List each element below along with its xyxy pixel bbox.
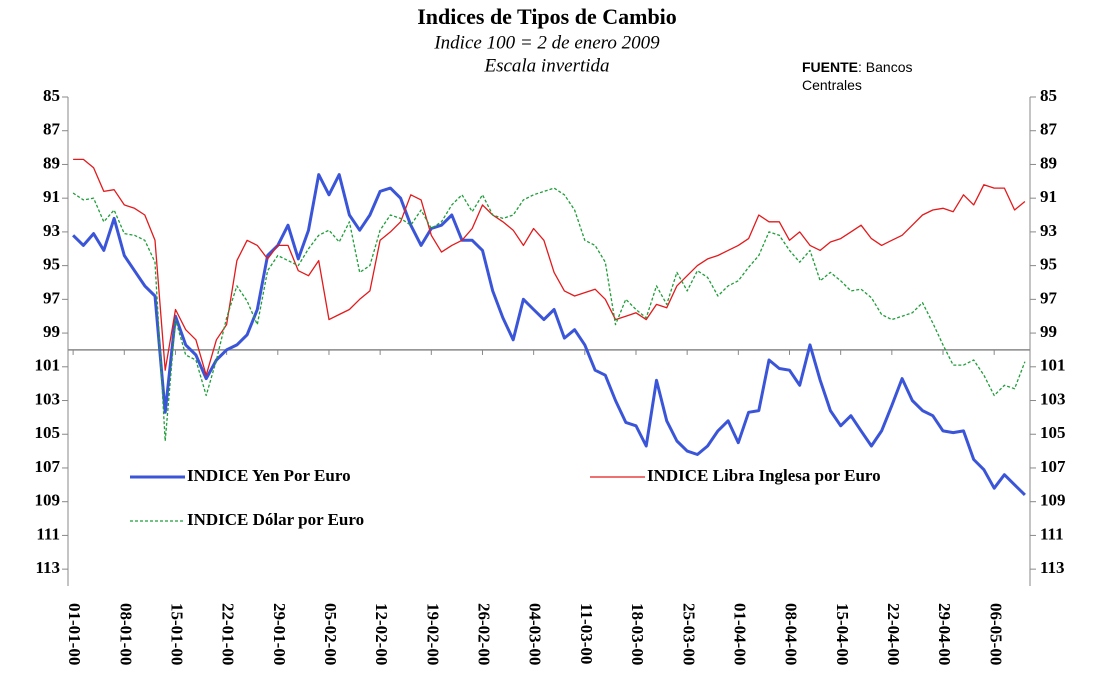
x-tick-label: 22-04-00: [884, 603, 903, 665]
y2-tick-label: 95: [1040, 255, 1057, 274]
x-tick-label: 26-02-00: [475, 603, 494, 665]
y2-tick-label: 87: [1040, 120, 1058, 139]
x-tick-label: 11-03-00: [577, 603, 596, 664]
chart-title: Indices de Tipos de Cambio: [417, 4, 677, 29]
y2-tick-label: 99: [1040, 322, 1057, 341]
legend-label: INDICE Dólar por Euro: [187, 510, 364, 529]
x-tick-label: 01-01-00: [65, 603, 84, 665]
x-tick-label: 18-03-00: [628, 603, 647, 665]
y2-tick-label: 89: [1040, 153, 1057, 172]
y2-tick-label: 105: [1040, 423, 1066, 442]
y-tick-label: 93: [43, 221, 60, 240]
x-tick-label: 29-01-00: [270, 603, 289, 665]
y2-tick-label: 93: [1040, 221, 1057, 240]
x-tick-label: 29-04-00: [935, 603, 954, 665]
x-tick-label: 15-01-00: [168, 603, 187, 665]
y-tick-label: 89: [43, 153, 60, 172]
chart-subtitle: Indice 100 = 2 de enero 2009: [433, 32, 660, 53]
x-tick-label: 08-04-00: [782, 603, 801, 665]
y-tick-label: 107: [35, 457, 61, 476]
y2-tick-label: 85: [1040, 86, 1057, 105]
x-tick-label: 04-03-00: [526, 603, 545, 665]
x-tick-label: 19-02-00: [423, 603, 442, 665]
legend-label: INDICE Yen Por Euro: [187, 466, 351, 485]
y2-tick-label: 101: [1040, 356, 1066, 375]
y2-tick-label: 97: [1040, 288, 1058, 307]
y-tick-label: 97: [43, 288, 61, 307]
line-series: [72, 187, 1026, 442]
y-tick-label: 99: [43, 322, 60, 341]
y-tick-label: 105: [35, 423, 61, 442]
line-series: [73, 158, 1026, 376]
source-text: : Bancos Centrales: [802, 59, 913, 93]
y-tick-label: 109: [35, 491, 61, 510]
source-label: FUENTE: [802, 59, 858, 75]
y-tick-label: 101: [35, 356, 61, 375]
y-tick-label: 113: [35, 558, 60, 577]
y2-tick-label: 107: [1040, 457, 1066, 476]
x-tick-label: 12-02-00: [372, 603, 391, 665]
y-tick-label: 95: [43, 255, 60, 274]
y2-tick-label: 111: [1040, 524, 1064, 543]
y2-tick-label: 109: [1040, 491, 1066, 510]
y-tick-label: 111: [36, 524, 60, 543]
y2-tick-label: 103: [1040, 389, 1066, 408]
x-tick-label: 22-01-00: [219, 603, 238, 665]
x-tick-label: 15-04-00: [833, 603, 852, 665]
y2-tick-label: 91: [1040, 187, 1057, 206]
line-series: [72, 173, 1026, 496]
source-note: FUENTE: Bancos Centrales: [802, 58, 952, 94]
x-tick-label: 25-03-00: [679, 603, 698, 665]
y-tick-label: 103: [35, 389, 61, 408]
y2-tick-label: 113: [1040, 558, 1065, 577]
y-tick-label: 85: [43, 86, 60, 105]
x-tick-label: 06-05-00: [986, 603, 1005, 665]
x-tick-label: 08-01-00: [116, 603, 135, 665]
y-tick-label: 87: [43, 120, 61, 139]
legend-label: INDICE Libra Inglesa por Euro: [647, 466, 881, 485]
x-tick-label: 01-04-00: [730, 603, 749, 665]
x-tick-label: 05-02-00: [321, 603, 340, 665]
y-tick-label: 91: [43, 187, 60, 206]
chart-subtitle: Escala invertida: [483, 55, 609, 76]
